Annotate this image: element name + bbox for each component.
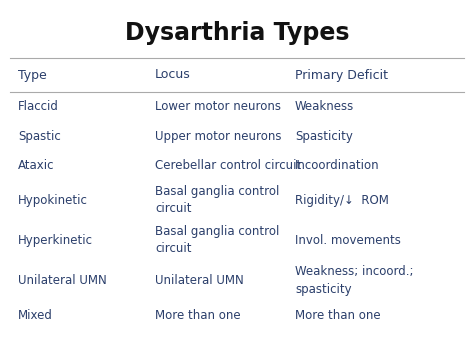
Text: More than one: More than one bbox=[155, 309, 241, 322]
Text: Unilateral UMN: Unilateral UMN bbox=[155, 274, 244, 287]
Text: Upper motor neurons: Upper motor neurons bbox=[155, 130, 282, 143]
Text: Flaccid: Flaccid bbox=[18, 100, 59, 113]
Text: Weakness: Weakness bbox=[295, 100, 354, 113]
Text: Hypokinetic: Hypokinetic bbox=[18, 194, 88, 207]
Text: Locus: Locus bbox=[155, 69, 191, 82]
Text: Rigidity/↓  ROM: Rigidity/↓ ROM bbox=[295, 194, 389, 207]
Text: Lower motor neurons: Lower motor neurons bbox=[155, 100, 281, 113]
Text: Basal ganglia control
circuit: Basal ganglia control circuit bbox=[155, 186, 279, 215]
Text: Cerebellar control circuit: Cerebellar control circuit bbox=[155, 159, 301, 172]
Text: Weakness; incoord.;
spasticity: Weakness; incoord.; spasticity bbox=[295, 266, 413, 295]
Text: Primary Deficit: Primary Deficit bbox=[295, 69, 388, 82]
Text: Dysarthria Types: Dysarthria Types bbox=[125, 21, 349, 45]
Text: Type: Type bbox=[18, 69, 47, 82]
Text: Basal ganglia control
circuit: Basal ganglia control circuit bbox=[155, 225, 279, 256]
Text: Hyperkinetic: Hyperkinetic bbox=[18, 234, 93, 247]
Text: Spasticity: Spasticity bbox=[295, 130, 353, 143]
Text: Invol. movements: Invol. movements bbox=[295, 234, 401, 247]
Text: Ataxic: Ataxic bbox=[18, 159, 55, 172]
Text: More than one: More than one bbox=[295, 309, 381, 322]
Text: Spastic: Spastic bbox=[18, 130, 61, 143]
Text: Mixed: Mixed bbox=[18, 309, 53, 322]
Text: Unilateral UMN: Unilateral UMN bbox=[18, 274, 107, 287]
Text: Incoordination: Incoordination bbox=[295, 159, 380, 172]
